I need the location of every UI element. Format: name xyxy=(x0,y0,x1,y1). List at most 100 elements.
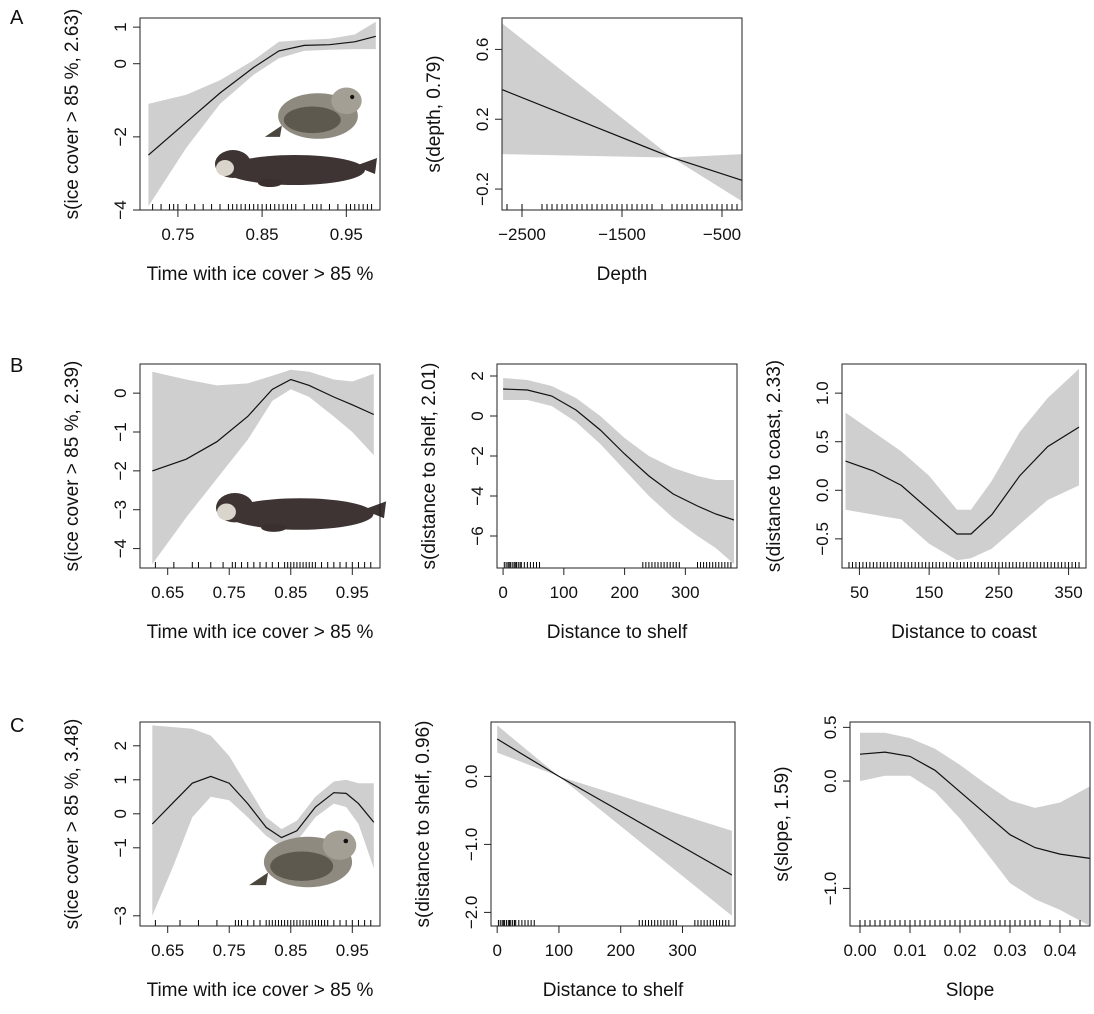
y-tick-label: −3 xyxy=(111,906,130,925)
x-axis-title: Distance to shelf xyxy=(543,980,684,1001)
chart-panel: 0 100 200 300 −6 −4 −2 0 2 Distance to shelf s(dis… xyxy=(419,363,738,643)
plot-frame xyxy=(139,363,381,569)
y-tick-label: 0.5 xyxy=(821,716,840,740)
y-tick-label: −2 xyxy=(111,127,130,146)
chart-panel: −2500 −1500 −500 −0.2 0.2 0.6 Depth s(depth, 0.… xyxy=(424,17,743,285)
y-tick-label: 2 xyxy=(111,741,130,750)
smooth-curve xyxy=(859,751,1091,859)
confidence-band xyxy=(845,368,1079,561)
y-tick-label: 0.0 xyxy=(462,765,481,789)
x-tick-label: 0.95 xyxy=(336,941,369,960)
y-axis-title: s(depth, 0.79) xyxy=(424,55,445,172)
x-tick-label: 0.85 xyxy=(246,225,279,244)
x-tick-label: 0.00 xyxy=(843,941,876,960)
smooth-curve xyxy=(501,89,743,181)
x-tick-label: −1500 xyxy=(598,225,646,244)
x-axis-title: Time with ice cover > 85 % xyxy=(147,980,374,1001)
seal-tail xyxy=(355,158,377,174)
confidence-band xyxy=(860,732,1090,926)
y-tick-label: 0 xyxy=(111,809,130,818)
seal-head xyxy=(322,830,357,860)
seal-tail xyxy=(264,125,282,137)
x-tick-label: 200 xyxy=(610,583,638,602)
rug-marks xyxy=(152,204,373,210)
smooth-curve xyxy=(503,388,735,521)
chart-panel: 50 150 250 350 −0.5 0.0 0.5 1.0 Distance to coas… xyxy=(764,360,1087,643)
seal-eye xyxy=(350,94,355,100)
y-tick-label: 0 xyxy=(111,59,130,68)
panel-letter: A xyxy=(10,7,24,29)
x-tick-label: 300 xyxy=(668,941,696,960)
chart-panel: 0.65 0.75 0.85 0.95 −4 −3 −2 −1 0 Time with ice c… xyxy=(62,361,387,643)
seal-tail xyxy=(249,872,269,886)
confidence-band xyxy=(497,725,732,916)
y-tick-label: −1.0 xyxy=(462,828,481,862)
confidence-band xyxy=(503,378,734,564)
rug-marks xyxy=(859,920,1081,926)
y-tick-label: 0 xyxy=(468,411,487,420)
x-axis-title: Slope xyxy=(946,980,995,1001)
smooth-curve xyxy=(148,35,376,156)
seal-muzzle xyxy=(217,503,236,521)
y-axis-title: s(ice cover > 85 %, 2.63) xyxy=(62,9,83,220)
x-tick-label: 250 xyxy=(985,583,1013,602)
x-tick-label: 0.95 xyxy=(336,583,369,602)
x-tick-label: 0.02 xyxy=(943,941,976,960)
x-tick-label: 0.75 xyxy=(213,941,246,960)
rug-marks xyxy=(154,920,372,926)
panel-letter: C xyxy=(10,715,24,737)
x-tick-label: 50 xyxy=(850,583,869,602)
seal-head xyxy=(331,87,362,115)
smooth-curve xyxy=(496,738,733,876)
seal-photo xyxy=(215,87,377,187)
confidence-band xyxy=(152,369,374,565)
seal-flipper xyxy=(261,523,287,532)
y-tick-label: −0.2 xyxy=(473,172,492,206)
y-axis-title: s(slope, 1.59) xyxy=(772,766,793,881)
y-tick-label: −4 xyxy=(111,539,130,558)
x-tick-label: 0 xyxy=(498,583,507,602)
x-tick-label: 0 xyxy=(492,941,501,960)
y-tick-label: 0 xyxy=(111,388,130,397)
y-tick-label: 0.6 xyxy=(473,38,492,62)
y-tick-label: −6 xyxy=(468,526,487,545)
y-tick-label: −3 xyxy=(111,500,130,519)
rug-marks xyxy=(848,562,1080,568)
x-tick-label: 0.85 xyxy=(274,583,307,602)
rug-marks xyxy=(497,920,730,926)
seal-muzzle xyxy=(216,160,234,176)
plot-frame xyxy=(841,363,1087,569)
y-tick-label: 0.2 xyxy=(473,107,492,131)
x-tick-label: 0.65 xyxy=(151,941,184,960)
x-tick-label: 0.65 xyxy=(151,583,184,602)
confidence-band xyxy=(152,725,374,916)
y-tick-label: −1 xyxy=(111,422,130,441)
panel-letter: B xyxy=(10,355,23,377)
y-tick-label: 0.5 xyxy=(813,430,832,454)
y-tick-label: −1 xyxy=(111,838,130,857)
y-tick-label: −2.0 xyxy=(462,896,481,930)
x-axis-title: Time with ice cover > 85 % xyxy=(147,622,374,643)
seal-body xyxy=(226,498,374,530)
x-axis-title: Distance to shelf xyxy=(547,622,688,643)
confidence-band xyxy=(502,23,742,202)
x-tick-label: 0.01 xyxy=(893,941,926,960)
seal-photo xyxy=(249,830,357,888)
smooth-curve xyxy=(152,378,375,472)
x-tick-label: 350 xyxy=(1054,583,1082,602)
x-tick-label: 0.75 xyxy=(213,583,246,602)
chart-panel: 0.75 0.85 0.95 −4 −2 0 1 Time with ice cover > … xyxy=(62,9,381,285)
seal-photo xyxy=(216,493,387,532)
smooth-curve xyxy=(151,775,375,839)
y-axis-title: s(distance to coast, 2.33) xyxy=(764,360,785,572)
x-tick-label: 100 xyxy=(545,941,573,960)
plot-frame xyxy=(490,721,736,927)
smooth-curve xyxy=(845,426,1080,535)
y-axis-title: s(ice cover > 85 %, 2.39) xyxy=(62,361,83,572)
x-tick-label: 100 xyxy=(550,583,578,602)
y-tick-label: −4 xyxy=(468,486,487,505)
seal-eye xyxy=(343,838,349,844)
rug-marks xyxy=(503,562,732,568)
x-tick-label: 300 xyxy=(671,583,699,602)
